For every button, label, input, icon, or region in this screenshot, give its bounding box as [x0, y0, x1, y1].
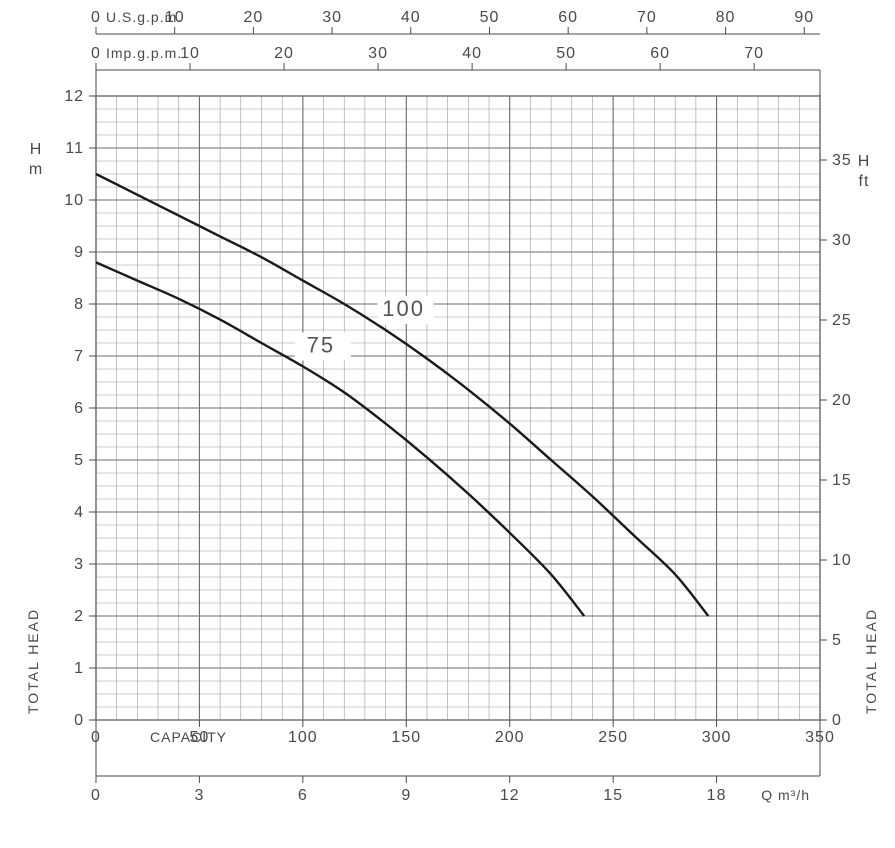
right-ft-tick: 35	[832, 152, 852, 169]
top-impgpm-tick: 30	[368, 45, 388, 62]
top-usgpm-tick: 50	[480, 9, 500, 26]
bottom-m3h-unit: Q m³/h	[761, 787, 810, 803]
left-m-tick: 11	[65, 140, 84, 157]
top-impgpm-tick: 10	[180, 45, 200, 62]
top-impgpm-tick: 60	[650, 45, 670, 62]
left-m-tick: 4	[74, 504, 84, 521]
top-usgpm-tick: 80	[716, 9, 736, 26]
top-impgpm-tick: 0	[91, 45, 101, 62]
bottom-lmin-tick: 100	[288, 729, 318, 746]
top-impgpm-tick: 20	[274, 45, 294, 62]
left-m-tick: 1	[74, 660, 84, 677]
right-unit-H: H	[858, 153, 871, 170]
left-m-tick: 7	[74, 348, 84, 365]
curve-label-75: 75	[307, 332, 335, 357]
top-impgpm-tick: 70	[744, 45, 764, 62]
right-ft-tick: 15	[832, 472, 852, 489]
bottom-m3h-tick: 15	[603, 787, 623, 804]
top-usgpm-unit: U.S.g.p.m.	[106, 9, 182, 25]
top-usgpm-tick: 60	[558, 9, 578, 26]
curve-75	[96, 262, 584, 616]
top-usgpm-tick: 40	[401, 9, 421, 26]
bottom-lmin-tick: 300	[702, 729, 732, 746]
left-m-tick: 2	[74, 608, 84, 625]
right-ft-tick: 30	[832, 232, 852, 249]
top-usgpm-tick: 70	[637, 9, 657, 26]
left-side-label: TOTAL HEAD	[25, 608, 41, 714]
top-impgpm-tick: 50	[556, 45, 576, 62]
left-m-tick: 0	[74, 712, 84, 729]
right-ft-tick: 25	[832, 312, 852, 329]
left-m-tick: 6	[74, 400, 84, 417]
bottom-m3h-tick: 18	[707, 787, 727, 804]
left-unit-m: m	[29, 161, 43, 178]
left-m-tick: 10	[64, 192, 84, 209]
top-usgpm-tick: 20	[243, 9, 263, 26]
bottom-m3h-tick: 9	[401, 787, 411, 804]
bottom-lmin-tick: 150	[391, 729, 421, 746]
left-m-tick: 3	[74, 556, 84, 573]
left-m-tick: 5	[74, 452, 84, 469]
pump-curve-chart: { "chart": { "type": "line", "background…	[0, 0, 895, 848]
right-side-label: TOTAL HEAD	[863, 608, 879, 714]
curve-label-100: 100	[382, 296, 425, 321]
left-m-tick: 8	[74, 296, 84, 313]
top-impgpm-tick: 40	[462, 45, 482, 62]
top-impgpm-unit: Imp.g.p.m.	[106, 45, 182, 61]
left-m-tick: 12	[64, 88, 84, 105]
bottom-lmin-tick: 250	[598, 729, 628, 746]
left-unit-H: H	[30, 141, 43, 158]
right-ft-tick: 20	[832, 392, 852, 409]
bottom-m3h-tick: 6	[298, 787, 308, 804]
top-usgpm-tick: 30	[322, 9, 342, 26]
bottom-m3h-tick: 0	[91, 787, 101, 804]
top-usgpm-tick: 90	[794, 9, 814, 26]
bottom-m3h-tick: 3	[194, 787, 204, 804]
left-m-tick: 9	[74, 244, 84, 261]
capacity-label: CAPACITY	[150, 729, 227, 745]
bottom-lmin-tick: 200	[495, 729, 525, 746]
right-ft-tick: 10	[832, 552, 852, 569]
right-ft-tick: 0	[832, 712, 842, 729]
right-unit-ft: ft	[859, 173, 870, 190]
bottom-m3h-tick: 12	[500, 787, 520, 804]
right-ft-tick: 5	[832, 632, 842, 649]
top-usgpm-tick: 0	[91, 9, 101, 26]
